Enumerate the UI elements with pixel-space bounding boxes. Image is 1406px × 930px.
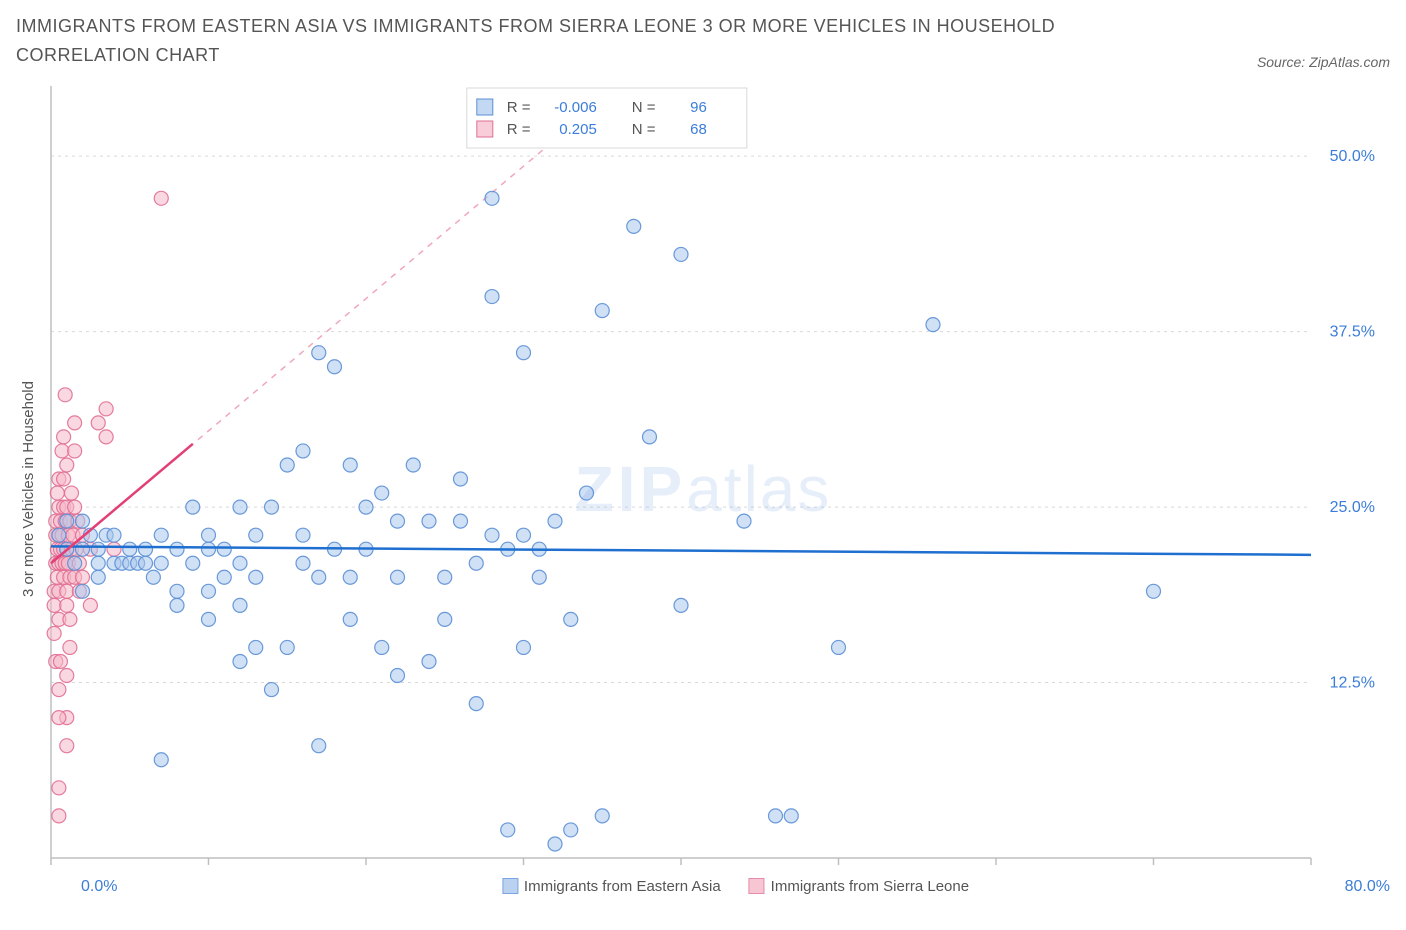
svg-text:12.5%: 12.5% bbox=[1330, 674, 1375, 691]
y-axis-label: 3 or more Vehicles in Household bbox=[16, 381, 41, 597]
svg-text:-0.006: -0.006 bbox=[554, 99, 597, 116]
svg-text:25.0%: 25.0% bbox=[1330, 499, 1375, 516]
svg-text:R =: R = bbox=[507, 99, 531, 116]
svg-text:N =: N = bbox=[632, 121, 656, 138]
legend-bottom: Immigrants from Eastern Asia Immigrants f… bbox=[502, 878, 969, 895]
svg-text:50.0%: 50.0% bbox=[1330, 148, 1375, 165]
x-axis-max-label: 80.0% bbox=[1345, 878, 1390, 896]
svg-text:R =: R = bbox=[507, 121, 531, 138]
legend-item: Immigrants from Sierra Leone bbox=[749, 878, 969, 895]
svg-text:N =: N = bbox=[632, 99, 656, 116]
svg-text:68: 68 bbox=[690, 121, 707, 138]
legend-item: Immigrants from Eastern Asia bbox=[502, 878, 721, 895]
svg-text:96: 96 bbox=[690, 99, 707, 116]
svg-text:37.5%: 37.5% bbox=[1330, 323, 1375, 340]
scatter-plot: 12.5% 25.0% 37.5% 50.0% R = -0.006 N = 96 R = 0.2… bbox=[41, 76, 1381, 876]
x-axis-min-label: 0.0% bbox=[81, 878, 117, 896]
source-attribution: Source: ZipAtlas.com bbox=[1257, 54, 1390, 70]
svg-text:0.205: 0.205 bbox=[559, 121, 597, 138]
chart-title: IMMIGRANTS FROM EASTERN ASIA VS IMMIGRAN… bbox=[16, 12, 1116, 70]
